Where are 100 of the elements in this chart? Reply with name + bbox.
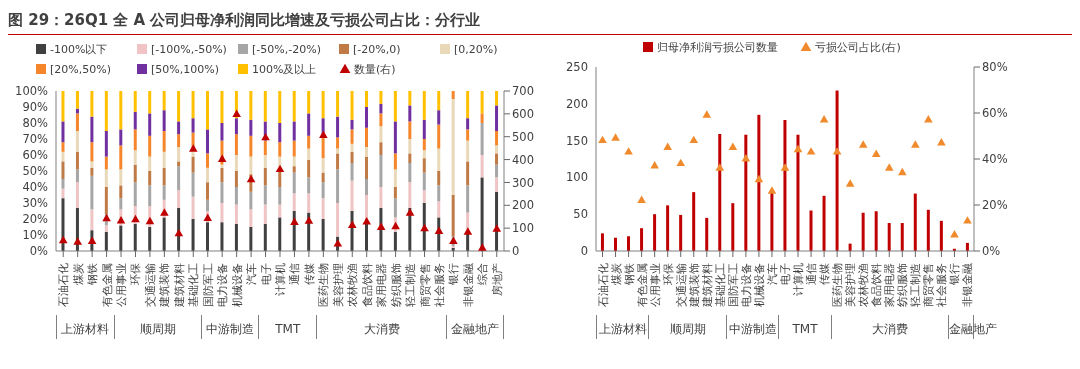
- bar: [278, 204, 282, 218]
- bar: [249, 156, 253, 175]
- bar: [408, 163, 412, 183]
- bar: [278, 91, 282, 123]
- bar: [133, 129, 137, 151]
- bar: [926, 209, 930, 251]
- bar: [321, 135, 325, 159]
- point: [884, 163, 894, 171]
- y2-tick-label: 80%: [982, 60, 1008, 75]
- y-tick-label: 50%: [22, 164, 49, 179]
- x-tick-label: 公用事业: [648, 263, 661, 307]
- point: [391, 221, 400, 230]
- bar: [307, 159, 311, 178]
- bar: [350, 180, 354, 211]
- bar: [600, 233, 604, 251]
- bar: [278, 187, 282, 205]
- bar: [666, 205, 670, 251]
- text: 上游材料: [56, 315, 114, 339]
- bar: [692, 192, 696, 251]
- point: [203, 213, 213, 222]
- point: [58, 235, 68, 244]
- bar: [437, 171, 441, 186]
- text: 中游制造: [726, 315, 779, 339]
- bar: [379, 113, 383, 127]
- x-tick-label: 煤炭: [71, 263, 84, 285]
- x-tick-label: 传媒: [818, 263, 831, 285]
- bar: [292, 91, 296, 122]
- point: [160, 208, 169, 216]
- bar: [220, 182, 224, 203]
- bar: [75, 91, 79, 109]
- x-tick-label: 轻工制造: [404, 263, 417, 307]
- x-tick-label: 农林牧渔: [346, 263, 359, 307]
- y-tick-label: 0%: [29, 244, 49, 259]
- bar: [263, 167, 267, 186]
- point: [463, 227, 473, 235]
- legend-label: [0,20%): [453, 41, 499, 58]
- y-tick-label: 90%: [22, 100, 49, 115]
- bar: [263, 140, 267, 155]
- point: [420, 223, 429, 232]
- point: [650, 160, 659, 169]
- bar: [61, 161, 65, 179]
- y2-tick-label: 700: [512, 84, 534, 99]
- x-tick-label: 环保: [661, 263, 674, 285]
- bar: [393, 153, 397, 170]
- point: [145, 216, 155, 225]
- bar: [796, 134, 800, 251]
- point: [924, 114, 933, 123]
- legend-label: 归母净利润亏损公司数量: [656, 39, 779, 56]
- bar: [364, 156, 368, 179]
- bar: [466, 118, 470, 130]
- bar: [336, 137, 340, 149]
- bar: [61, 121, 65, 143]
- x-tick-label: 石油石化: [596, 263, 609, 307]
- bar: [220, 222, 224, 251]
- x-tick-label: 家用电器: [883, 263, 896, 307]
- bar: [350, 129, 354, 144]
- text: 顺周期: [648, 315, 727, 339]
- x-tick-label: 有色金属: [100, 263, 113, 307]
- bar: [379, 155, 383, 187]
- bar: [90, 91, 94, 117]
- bar: [263, 223, 267, 251]
- bar: [307, 177, 311, 194]
- bar: [249, 91, 253, 120]
- bar: [133, 150, 137, 165]
- point: [793, 144, 803, 153]
- bar: [613, 237, 617, 251]
- bar: [480, 91, 484, 114]
- bar: [90, 209, 94, 231]
- bar: [350, 119, 354, 130]
- bar: [90, 116, 94, 143]
- point: [624, 147, 633, 155]
- x-tick-label: 银行: [948, 263, 961, 286]
- bar: [234, 155, 238, 171]
- bar: [451, 99, 455, 195]
- bar: [206, 91, 210, 130]
- y-tick-label: 250: [566, 60, 588, 75]
- bar: [220, 123, 224, 141]
- bar: [705, 217, 709, 251]
- bar: [75, 151, 79, 170]
- point: [637, 195, 646, 203]
- bar: [104, 91, 108, 131]
- bar: [835, 90, 839, 251]
- point: [116, 216, 126, 224]
- bar: [292, 140, 296, 157]
- point: [131, 214, 140, 223]
- bar: [119, 185, 123, 199]
- bar: [162, 217, 166, 251]
- point: [232, 109, 241, 118]
- x-tick-label: 轻工制造: [909, 263, 922, 307]
- point: [937, 137, 946, 146]
- bar: [364, 195, 368, 219]
- bar: [408, 121, 412, 139]
- bar: [133, 182, 137, 207]
- bar: [480, 123, 484, 155]
- bar: [408, 91, 412, 106]
- x-tick-label: 国防军工: [726, 263, 739, 307]
- bar: [336, 203, 340, 237]
- point: [102, 213, 111, 222]
- x-tick-label: 纺织服饰: [896, 263, 909, 307]
- bar: [177, 161, 181, 167]
